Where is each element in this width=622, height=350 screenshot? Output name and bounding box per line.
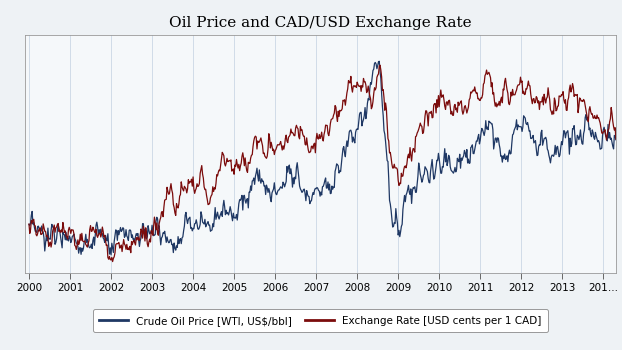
Title: Oil Price and CAD/USD Exchange Rate: Oil Price and CAD/USD Exchange Rate [169,16,471,30]
Legend: Crude Oil Price [WTI, US$/bbl], Exchange Rate [USD cents per 1 CAD]: Crude Oil Price [WTI, US$/bbl], Exchange… [93,309,548,332]
